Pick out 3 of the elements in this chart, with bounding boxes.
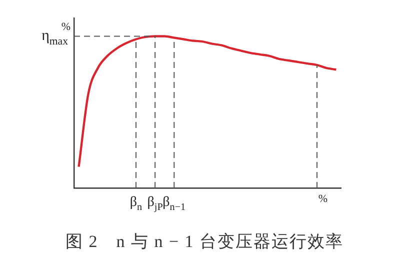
x-axis-title: % xyxy=(318,193,328,205)
y-axis-title: % xyxy=(61,21,71,33)
text: 图 2 n 与 n − 1 台变压器运行效率 xyxy=(64,231,345,253)
